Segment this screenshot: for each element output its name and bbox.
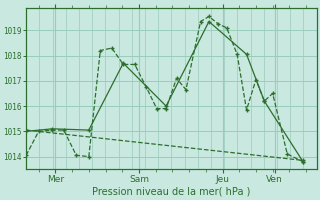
X-axis label: Pression niveau de la mer( hPa ): Pression niveau de la mer( hPa ) [92, 187, 251, 197]
